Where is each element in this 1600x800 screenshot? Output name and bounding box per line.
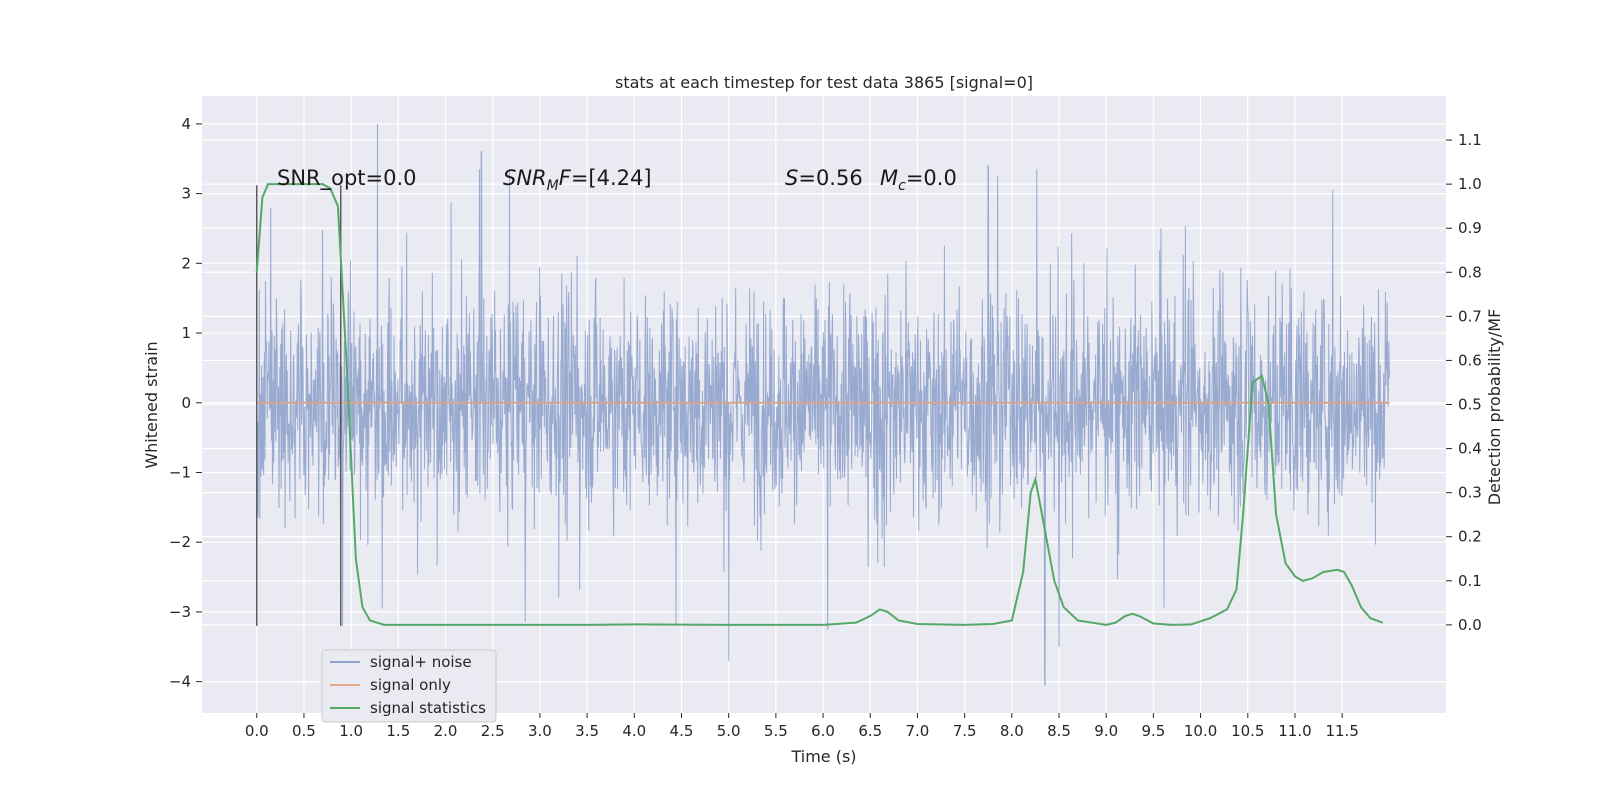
right-tick-label: 0.5 bbox=[1458, 396, 1482, 414]
right-tick-label: 0.9 bbox=[1458, 219, 1482, 237]
snr-opt-annotation: SNR_opt=0.0 bbox=[277, 166, 417, 191]
snr-mf-value: =[4.24] bbox=[571, 166, 652, 190]
right-tick-label: 0.3 bbox=[1458, 484, 1482, 502]
x-tick-label: 2.5 bbox=[481, 722, 505, 740]
x-tick-label: 3.5 bbox=[575, 722, 599, 740]
x-tick-label: 1.5 bbox=[386, 722, 410, 740]
right-tick-label: 0.4 bbox=[1458, 440, 1482, 458]
right-tick-label: 1.1 bbox=[1458, 131, 1482, 149]
mc-annotation: Mc=0.0 bbox=[880, 166, 957, 194]
x-tick-label: 8.5 bbox=[1047, 722, 1071, 740]
right-tick-label: 0.0 bbox=[1458, 616, 1482, 634]
x-tick-label: 1.0 bbox=[339, 722, 363, 740]
x-tick-label: 9.5 bbox=[1141, 722, 1165, 740]
right-tick-label: 0.6 bbox=[1458, 351, 1482, 369]
legend: signal+ noise signal only signal statist… bbox=[321, 649, 497, 723]
x-tick-label: 11.5 bbox=[1325, 722, 1358, 740]
snr-mf-base: SNR bbox=[503, 166, 547, 190]
x-tick-label: 0.0 bbox=[245, 722, 269, 740]
y-axis-ticks: −4 −3 −2 −1 0 1 2 3 4 bbox=[169, 115, 202, 691]
snr-mf-subscript: M bbox=[547, 178, 559, 194]
statistics-line bbox=[255, 183, 1384, 626]
snr-mf-rest: F=[4.24] bbox=[559, 166, 652, 190]
x-tick-label: 7.0 bbox=[906, 722, 930, 740]
y-axis-label: Whitened strain bbox=[142, 341, 161, 468]
snr-mf-annotation: SNRMF=[4.24] bbox=[503, 166, 652, 194]
legend-label-statistics: signal statistics bbox=[370, 699, 486, 717]
x-tick-label: 2.0 bbox=[434, 722, 458, 740]
x-tick-label: 5.5 bbox=[764, 722, 788, 740]
mc-value: =0.0 bbox=[906, 166, 957, 190]
x-tick-label: 4.0 bbox=[622, 722, 646, 740]
noise-trace bbox=[256, 123, 1390, 686]
y-tick-label: 4 bbox=[181, 115, 191, 133]
x-tick-label: 8.0 bbox=[1000, 722, 1024, 740]
x-tick-label: 7.5 bbox=[953, 722, 977, 740]
mc-label: M bbox=[880, 166, 898, 190]
legend-label-noise: signal+ noise bbox=[370, 653, 472, 671]
right-axis-ticks: 0.0 0.1 0.2 0.3 0.4 0.5 0.6 0.7 0.8 0.9 1.0 1.1 bbox=[1446, 131, 1482, 634]
chart-title: stats at each timestep for test data 386… bbox=[615, 73, 1033, 92]
right-axis-label: Detection probability/MF bbox=[1485, 309, 1504, 506]
x-tick-label: 6.5 bbox=[858, 722, 882, 740]
x-tick-label: 10.0 bbox=[1184, 722, 1217, 740]
s-label: S bbox=[785, 166, 798, 190]
right-tick-label: 0.2 bbox=[1458, 528, 1482, 546]
signal-statistics-series bbox=[255, 183, 1384, 626]
y-tick-label: 0 bbox=[181, 394, 191, 412]
legend-label-signal-only: signal only bbox=[370, 676, 451, 694]
x-tick-label: 3.0 bbox=[528, 722, 552, 740]
signal-noise-series bbox=[256, 123, 1390, 686]
x-tick-label: 11.0 bbox=[1278, 722, 1311, 740]
x-tick-label: 5.0 bbox=[717, 722, 741, 740]
y-tick-label: 1 bbox=[181, 324, 191, 342]
x-axis-label: Time (s) bbox=[790, 747, 856, 766]
snr-mf-f: F bbox=[559, 166, 572, 190]
x-tick-label: 6.0 bbox=[811, 722, 835, 740]
y-tick-label: −4 bbox=[169, 673, 191, 691]
s-value: =0.56 bbox=[798, 166, 862, 190]
mc-subscript: c bbox=[898, 178, 906, 194]
right-tick-label: 0.7 bbox=[1458, 307, 1482, 325]
right-tick-label: 1.0 bbox=[1458, 175, 1482, 193]
x-tick-label: 9.0 bbox=[1094, 722, 1118, 740]
x-tick-label: 10.5 bbox=[1231, 722, 1264, 740]
y-tick-label: 2 bbox=[181, 254, 191, 272]
y-tick-label: −1 bbox=[169, 463, 191, 481]
right-tick-label: 0.8 bbox=[1458, 263, 1482, 281]
y-tick-label: 3 bbox=[181, 185, 191, 203]
x-tick-label: 4.5 bbox=[670, 722, 694, 740]
legend-box bbox=[321, 649, 497, 723]
y-tick-label: −2 bbox=[169, 533, 191, 551]
x-axis-ticks: 0.0 0.5 1.0 1.5 2.0 2.5 3.0 3.5 4.0 4.5 5.0 5.5 6.0 6… bbox=[245, 713, 1359, 740]
x-tick-label: 0.5 bbox=[292, 722, 316, 740]
y-tick-label: −3 bbox=[169, 603, 191, 621]
right-tick-label: 0.1 bbox=[1458, 572, 1482, 590]
s-annotation: S=0.56 bbox=[785, 166, 863, 190]
